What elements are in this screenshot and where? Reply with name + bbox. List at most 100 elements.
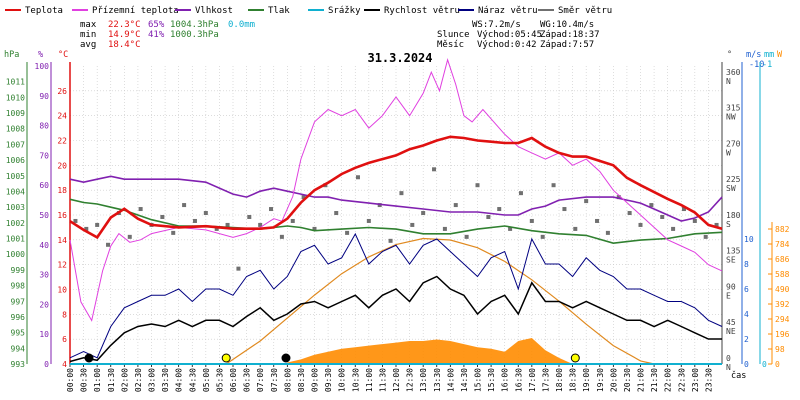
pressure-tick-label: 997 — [11, 297, 26, 306]
stats-rain: 0.0mm — [228, 20, 255, 30]
direction-tick-compass: N — [726, 363, 731, 372]
humidity-tick-label: 50 — [39, 211, 49, 220]
wind-direction-point — [345, 230, 350, 235]
x-tick-label: 03:30 — [161, 368, 170, 392]
wind-direction-point — [290, 218, 295, 223]
wind-direction-point — [312, 226, 317, 231]
wind-direction-point — [518, 191, 523, 196]
wind-direction-point — [573, 226, 578, 231]
direction-tick-label: 225 — [726, 175, 741, 184]
wind-direction-point — [214, 226, 219, 231]
stats-block: max 22.3°C 65% 1004.3hPa 0.0mm min 14.9°… — [80, 20, 255, 50]
temperature-tick-label: 8 — [62, 310, 67, 319]
wind-direction-point — [410, 222, 415, 227]
wind-direction-point — [334, 211, 339, 216]
x-tick-label: 13:00 — [419, 368, 428, 392]
series-ground-temperature — [69, 58, 723, 322]
wind-direction-point — [301, 195, 306, 200]
wind-direction-point — [649, 203, 654, 208]
wind-direction-point — [453, 203, 458, 208]
wind-direction-point — [475, 183, 480, 188]
direction-tick-compass: SW — [726, 184, 736, 193]
wind-direction-point — [627, 211, 632, 216]
direction-tick-label: 360 — [726, 68, 741, 77]
direction-tick-label: 90 — [726, 282, 736, 291]
legend-label-naraz-vetru: Náraz větru — [478, 6, 538, 16]
x-tick-label: 06:00 — [229, 368, 238, 392]
wind-direction-point — [681, 207, 686, 212]
x-tick-label: 14:30 — [460, 368, 469, 392]
x-tick-label: 09:00 — [311, 368, 320, 392]
humidity-tick-label: 10 — [39, 330, 49, 339]
direction-tick-compass: W — [726, 148, 731, 157]
marker-layer — [84, 353, 580, 363]
wind-direction-point — [638, 222, 643, 227]
series-humidity — [69, 175, 723, 222]
pressure-tick-label: 1006 — [6, 156, 25, 165]
direction-tick-compass: E — [726, 291, 731, 300]
x-tick-label: 00:00 — [66, 368, 75, 392]
moon-label: Měsíc — [437, 40, 464, 50]
wind-speed-tick-label: 8 — [744, 260, 749, 269]
axis-top-mm: -1 — [762, 60, 772, 70]
wind-direction-point — [432, 167, 437, 172]
humidity-tick-label: 80 — [39, 122, 49, 131]
wind-direction-point — [171, 230, 176, 235]
direction-tick-label: 315 — [726, 104, 741, 113]
pressure-tick-label: 1003 — [6, 203, 25, 212]
wind-direction-point — [671, 226, 676, 231]
legend-label-tlak: Tlak — [268, 6, 290, 16]
stats-min-label: min — [80, 30, 96, 40]
right-axes: 0N45NE90E135SE180S225SW270W315NW360N0246… — [721, 62, 790, 372]
stats-min-press: 1000.3hPa — [170, 30, 219, 40]
x-tick-label: 17:00 — [528, 368, 537, 392]
wind-direction-point — [182, 203, 187, 208]
stats-avg-temp: 18.4°C — [108, 40, 141, 50]
wind-direction-point — [529, 218, 534, 223]
axis-header-hpa: hPa — [4, 50, 19, 60]
temperature-tick-label: 10 — [57, 286, 67, 295]
x-tick-label: 07:00 — [256, 368, 265, 392]
wind-gust-info: WG:10.4m/s — [540, 20, 594, 30]
x-tick-label: 06:30 — [243, 368, 252, 392]
series-wind-speed — [69, 275, 722, 363]
x-tick-label: 04:00 — [175, 368, 184, 392]
x-tick-label: 22:00 — [664, 368, 673, 392]
solar-tick-label: 196 — [775, 330, 790, 339]
wind-direction-point — [192, 218, 197, 223]
wind-direction-point — [355, 175, 360, 180]
direction-tick-label: 180 — [726, 211, 741, 220]
temperature-tick-label: 14 — [57, 236, 67, 245]
series-layer — [69, 58, 723, 365]
wind-direction-point — [703, 234, 708, 239]
pressure-tick-label: 1005 — [6, 172, 25, 181]
x-tick-label: 05:30 — [215, 368, 224, 392]
temperature-tick-label: 16 — [57, 211, 67, 220]
direction-tick-label: 135 — [726, 247, 741, 256]
temperature-tick-label: 18 — [57, 186, 67, 195]
legend-label-smer-vetru: Směr větru — [558, 6, 612, 16]
legend-label-srazky: Srážky — [328, 6, 361, 16]
axis-header-pct: % — [38, 50, 43, 60]
wind-direction-point — [442, 226, 447, 231]
x-tick-label: 14:00 — [446, 368, 455, 392]
wind-speed-tick-label: 2 — [744, 335, 749, 344]
temperature-tick-label: 4 — [62, 360, 67, 369]
axis-top-ms: -10 — [749, 60, 764, 70]
direction-tick-compass: NW — [726, 113, 736, 122]
wind-direction-point — [225, 222, 230, 227]
wind-speed-tick-label: 6 — [744, 285, 749, 294]
wind-direction-point — [540, 234, 545, 239]
solar-tick-label: 490 — [775, 285, 790, 294]
solar-tick-label: 294 — [775, 315, 790, 324]
x-tick-label: 03:00 — [148, 368, 157, 392]
solar-tick-label: 98 — [775, 345, 785, 354]
wind-direction-point — [258, 222, 263, 227]
pressure-tick-label: 1009 — [6, 109, 25, 118]
wind-direction-point — [95, 222, 100, 227]
x-tick-label: 02:30 — [134, 368, 143, 392]
stats-avg-label: avg — [80, 40, 96, 50]
wind-direction-point — [660, 214, 665, 219]
wind-direction-point — [714, 222, 719, 227]
x-tick-label: 01:30 — [107, 368, 116, 392]
